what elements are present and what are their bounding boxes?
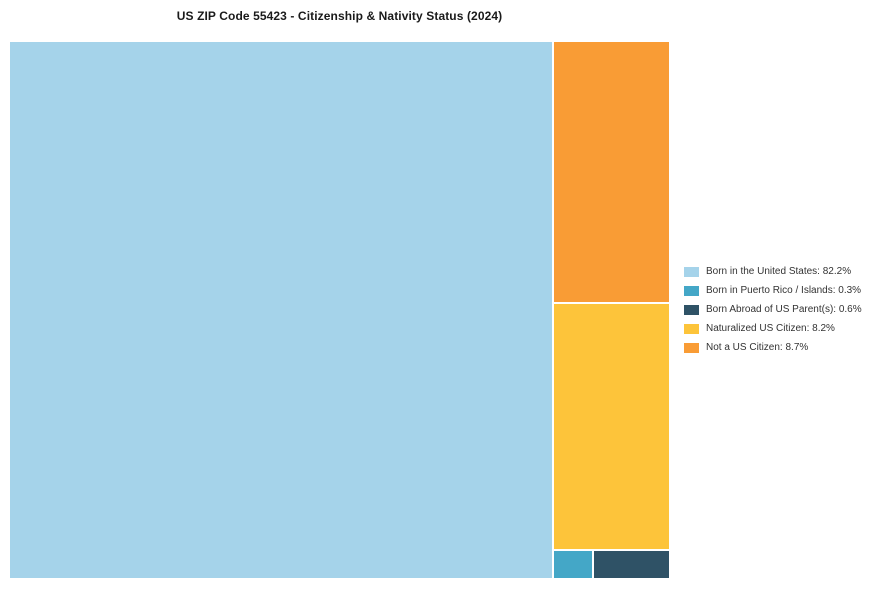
- legend-label: Naturalized US Citizen: 8.2%: [706, 323, 835, 334]
- treemap-rect-born-abroad-of-us-parents[interactable]: [594, 551, 669, 578]
- treemap-rect-born-in-united-states[interactable]: [10, 42, 552, 578]
- treemap-chart: [10, 42, 669, 578]
- legend-swatch: [684, 342, 699, 353]
- legend: Born in the United States: 82.2% Born in …: [684, 266, 862, 353]
- legend-label: Born in Puerto Rico / Islands: 0.3%: [706, 285, 862, 296]
- legend-swatch: [684, 323, 699, 334]
- legend-item: Born in the United States: 82.2%: [684, 266, 862, 277]
- legend-item: Naturalized US Citizen: 8.2%: [684, 323, 862, 334]
- legend-item: Born Abroad of US Parent(s): 0.6%: [684, 304, 862, 315]
- legend-item: Not a US Citizen: 8.7%: [684, 342, 862, 353]
- treemap-rect-naturalized-us-citizen[interactable]: [554, 304, 669, 549]
- legend-swatch: [684, 285, 699, 296]
- legend-label: Born in the United States: 82.2%: [706, 266, 852, 277]
- legend-label: Not a US Citizen: 8.7%: [706, 342, 809, 353]
- treemap-rect-born-in-puerto-rico-islands[interactable]: [554, 551, 592, 578]
- treemap-rect-not-a-us-citizen[interactable]: [554, 42, 669, 302]
- legend-item: Born in Puerto Rico / Islands: 0.3%: [684, 285, 862, 296]
- legend-label: Born Abroad of US Parent(s): 0.6%: [706, 304, 862, 315]
- chart-title: US ZIP Code 55423 - Citizenship & Nativi…: [176, 9, 503, 23]
- legend-swatch: [684, 304, 699, 315]
- legend-swatch: [684, 266, 699, 277]
